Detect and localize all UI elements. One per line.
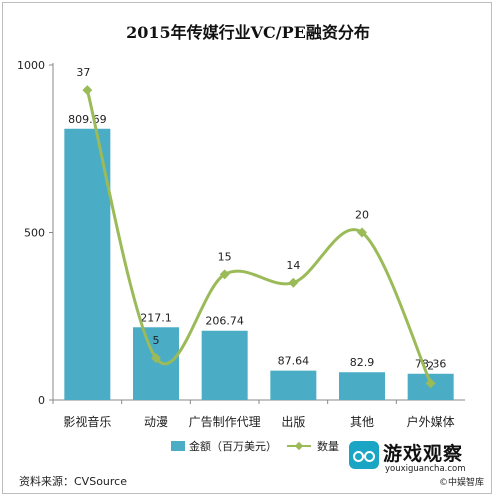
line-point	[151, 353, 161, 364]
line-data-label: 15	[218, 250, 232, 263]
line-point	[425, 378, 436, 389]
bar	[133, 327, 179, 400]
x-tick-label: 其他	[350, 415, 374, 429]
line-point	[288, 277, 299, 288]
y-tick-label: 1000	[17, 59, 45, 72]
line-data-label: 2	[427, 359, 434, 372]
bar-data-label: 206.74	[205, 315, 244, 328]
logo-sub: ©中娱智库	[439, 478, 485, 488]
line-point	[357, 227, 367, 238]
line-data-label: 14	[286, 259, 300, 272]
bar-data-label: 87.64	[278, 355, 310, 368]
bar	[201, 330, 248, 400]
line-data-label: 37	[76, 66, 90, 79]
legend-bar-swatch	[171, 441, 185, 451]
bar	[64, 128, 111, 400]
chart-title: 2015年传媒行业VC/PE融资分布	[126, 23, 370, 42]
line-data-label: 20	[355, 209, 369, 222]
x-tick-label: 动漫	[144, 415, 168, 429]
legend-line-label: 数量	[317, 440, 339, 453]
brand-logo: 游戏观察 youxiguancha.com ©中娱智库	[349, 437, 489, 489]
legend-bar-label: 金额（百万美元）	[189, 439, 277, 453]
bar-data-label: 217.1	[140, 311, 172, 324]
line-point	[219, 269, 230, 280]
x-tick-label: 户外媒体	[407, 414, 455, 429]
bar	[270, 370, 317, 400]
legend-line-marker	[294, 441, 304, 451]
gamepad-icon	[349, 441, 379, 469]
source-note: 资料来源：CVSource	[19, 475, 127, 488]
bar-data-label: 82.9	[350, 356, 375, 369]
series-line	[85, 89, 433, 384]
logo-url: youxiguancha.com	[385, 464, 466, 474]
x-tick-label: 广告制作代理	[189, 415, 261, 429]
line-data-label: 5	[153, 334, 160, 347]
bar-data-label: 809.69	[68, 113, 107, 126]
bar	[339, 372, 385, 400]
y-tick-label: 500	[24, 227, 45, 240]
x-tick-label: 影视音乐	[63, 414, 111, 429]
line-point	[82, 85, 93, 96]
logo-name: 游戏观察	[383, 443, 464, 465]
chart-frame: 2015年传媒行业VC/PE融资分布 0 500 1000 809.69 217.1 20…	[2, 2, 492, 494]
x-tick-label: 出版	[281, 415, 305, 429]
y-tick-label: 0	[38, 394, 45, 407]
